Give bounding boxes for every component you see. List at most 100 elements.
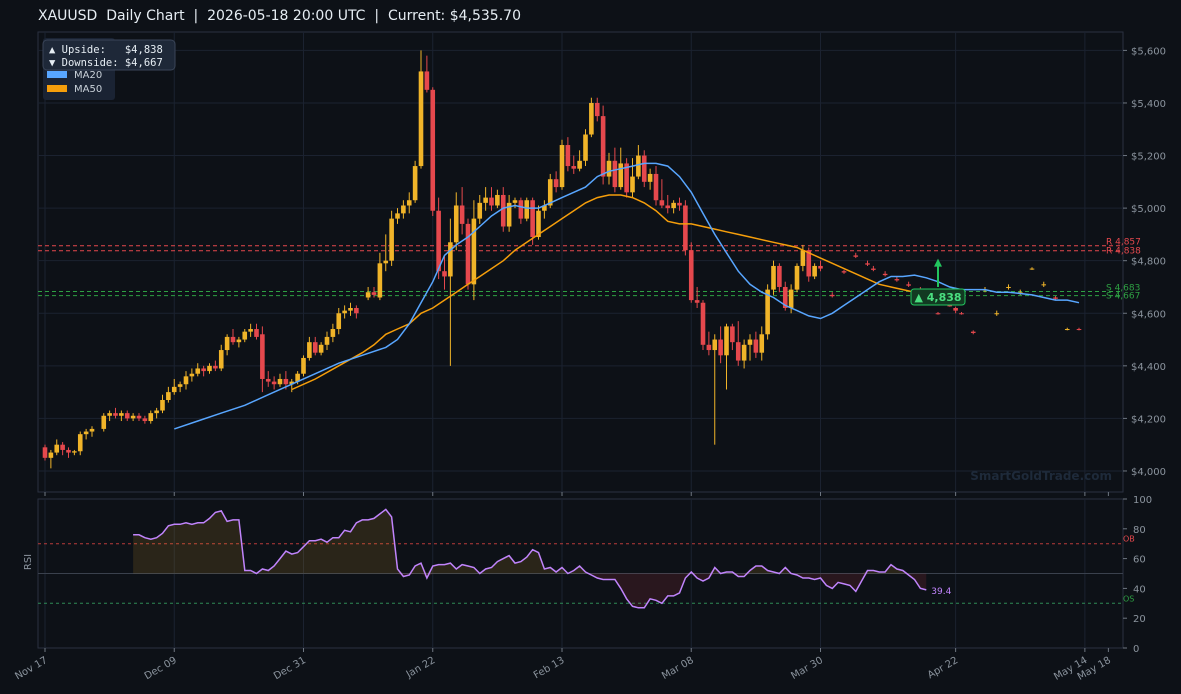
candle-body: [706, 344, 712, 351]
candle: [665, 194, 671, 214]
candle-body: [741, 344, 747, 361]
candle-body: [777, 265, 782, 287]
candle: [424, 55, 430, 93]
candle-body: [136, 415, 142, 419]
candle: [348, 302, 353, 316]
candle-body: [154, 410, 159, 414]
candle: [430, 87, 436, 216]
candle-body: [536, 210, 541, 238]
candle-body: [500, 194, 506, 227]
candle-body: [148, 413, 154, 422]
candle: [512, 197, 518, 209]
target-arrow-head: [934, 258, 942, 267]
candle-body: [230, 336, 236, 343]
candle-body: [406, 200, 412, 206]
candle: [148, 410, 154, 424]
candle-body: [365, 292, 371, 298]
candle: [218, 344, 224, 372]
candle: [271, 376, 277, 390]
candle-body: [124, 413, 130, 419]
candle: [624, 158, 629, 198]
candle-body: [753, 339, 759, 353]
candle-body: [800, 250, 806, 266]
candle: [171, 378, 177, 395]
candle: [636, 145, 641, 180]
ma50-legend-label: MA50: [74, 84, 102, 95]
candle-body: [465, 223, 471, 285]
candle-body: [577, 160, 582, 169]
candle-body: [260, 334, 265, 379]
candle-body: [389, 218, 394, 261]
candle-body: [630, 176, 635, 193]
candle-body: [495, 194, 500, 206]
candle-body: [113, 413, 118, 416]
candle-body: [970, 331, 976, 333]
candle-body: [242, 331, 248, 340]
candle: [747, 334, 753, 361]
legend: MA20 MA50 ▲ Upside: $4,838 ▼ Downside: $…: [42, 38, 176, 100]
candle-body: [782, 286, 788, 308]
upside-target-label: ▲ Upside: $4,838: [49, 44, 163, 56]
candle: [765, 284, 770, 340]
x-tick-label: Mar 30: [789, 655, 825, 682]
candle: [342, 305, 347, 319]
candle-body: [254, 329, 259, 337]
candle-body: [894, 279, 900, 281]
candle-body: [512, 200, 518, 203]
candle: [260, 326, 265, 393]
candle: [130, 413, 136, 422]
candle: [301, 355, 306, 377]
candle: [101, 413, 107, 432]
candle-body: [1006, 286, 1011, 288]
candle-body: [89, 428, 95, 432]
x-tick-label: Jan 22: [404, 655, 437, 681]
support-label: S 4,667: [1106, 292, 1140, 302]
candle-body: [307, 342, 312, 358]
candle-body: [248, 329, 253, 332]
candle: [477, 194, 483, 224]
candle: [841, 269, 847, 274]
candle: [72, 449, 77, 456]
candle: [700, 300, 706, 351]
price-panel-frame: [37, 31, 1124, 493]
candle: [794, 263, 800, 293]
rsi-line: [133, 508, 927, 609]
candle: [224, 334, 230, 356]
candle-body: [401, 205, 406, 214]
candle-body: [724, 326, 729, 356]
candle: [1041, 281, 1047, 287]
candle-body: [653, 173, 659, 201]
candle-body: [342, 310, 347, 314]
candle-body: [265, 378, 271, 382]
candle-body: [524, 200, 530, 219]
candle: [113, 407, 118, 419]
candle: [641, 150, 647, 188]
candle-body: [213, 365, 218, 369]
candle: [495, 189, 500, 209]
candle: [265, 371, 271, 387]
candle-body: [1076, 329, 1082, 331]
candle-body: [383, 260, 389, 264]
candle: [54, 439, 60, 456]
candle: [871, 265, 876, 272]
price-tick-label: $5,200: [1131, 152, 1166, 163]
candle-body: [283, 378, 289, 385]
candle: [277, 373, 283, 387]
candle-body: [312, 342, 318, 353]
candle-body: [747, 339, 753, 345]
candle: [518, 197, 524, 224]
candle: [483, 187, 488, 211]
price-tick-label: $4,800: [1131, 257, 1166, 268]
candle: [66, 447, 71, 458]
candle: [865, 260, 870, 266]
candle: [406, 192, 412, 214]
candle-body: [765, 289, 770, 335]
candle: [230, 329, 236, 345]
candle: [829, 292, 835, 298]
rsi-axis-label: RSI: [23, 554, 34, 570]
ma50-line: [291, 194, 950, 391]
price-tick-label: $4,400: [1131, 362, 1166, 373]
candle: [589, 97, 594, 138]
candle: [606, 152, 612, 185]
target-badge: [910, 288, 966, 306]
